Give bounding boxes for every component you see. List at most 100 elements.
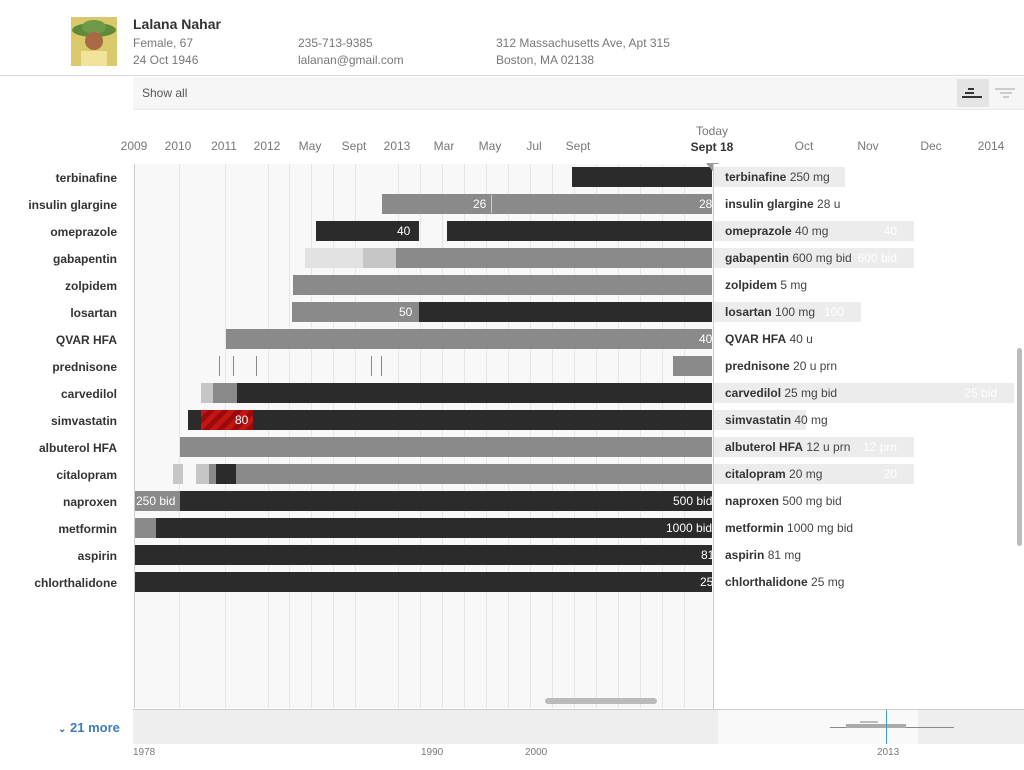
- med-label[interactable]: albuterol HFA: [38, 441, 117, 455]
- more-label: 21 more: [70, 720, 120, 735]
- current-doses-panel: terbinafine 250 mg insulin glargine 28 u…: [713, 164, 1024, 709]
- dose-row[interactable]: insulin glargine 28 u: [714, 195, 840, 214]
- dose-row[interactable]: metformin 1000 mg bid: [714, 519, 853, 538]
- med-bar-chlorthalidone[interactable]: [135, 572, 712, 592]
- med-bar-citalopram[interactable]: [216, 464, 236, 484]
- med-bar-prednisone[interactable]: [673, 356, 712, 376]
- med-label[interactable]: omeprazole: [50, 225, 117, 239]
- axis-label: Jul: [526, 139, 542, 153]
- med-bar-omeprazole[interactable]: [447, 221, 712, 241]
- med-label[interactable]: simvastatin: [50, 414, 117, 428]
- med-bar-naproxen[interactable]: [180, 491, 712, 511]
- sort-by-end-button[interactable]: [990, 79, 1022, 107]
- med-bar-simvastatin-alert[interactable]: [201, 410, 253, 430]
- dose-value: 40 u: [789, 332, 813, 346]
- dose-row[interactable]: losartan 100 mg 100: [714, 303, 850, 322]
- dose-med-name: losartan: [725, 305, 772, 319]
- gridline: [333, 164, 334, 708]
- axis-label: 2011: [211, 139, 237, 153]
- med-bar-simvastatin[interactable]: [253, 410, 712, 430]
- dose-change-marker: [491, 195, 492, 213]
- dose-row[interactable]: QVAR HFA 40 u: [714, 330, 813, 349]
- dose-row[interactable]: chlorthalidone 25 mg: [714, 573, 844, 592]
- dose-med-name: gabapentin: [725, 251, 790, 265]
- med-bar-gabapentin[interactable]: [363, 248, 396, 268]
- med-bar-carvedilol[interactable]: [201, 383, 213, 403]
- med-bar-simvastatin[interactable]: [188, 410, 201, 430]
- med-bar-metformin[interactable]: [156, 518, 712, 538]
- dose-med-name: prednisone: [725, 359, 790, 373]
- med-bar-omeprazole[interactable]: [316, 221, 419, 241]
- med-label[interactable]: carvedilol: [60, 387, 117, 401]
- med-bar-carvedilol[interactable]: [213, 383, 237, 403]
- axis-label: May: [298, 139, 322, 153]
- prev-dose-ghost: 12 prn: [862, 440, 897, 454]
- patient-name: Lalana Nahar: [133, 16, 221, 32]
- med-label[interactable]: losartan: [70, 306, 117, 320]
- med-label[interactable]: terbinafine: [55, 171, 117, 185]
- gridline: [311, 164, 312, 708]
- med-bar-aspirin[interactable]: [135, 545, 712, 565]
- med-label[interactable]: citalopram: [56, 468, 117, 482]
- dose-row[interactable]: terbinafine 250 mg: [714, 168, 830, 187]
- med-bar-citalopram[interactable]: [173, 464, 183, 484]
- med-bar-losartan[interactable]: [419, 302, 712, 322]
- dose-med-name: aspirin: [725, 548, 765, 562]
- dose-row[interactable]: prednisone 20 u prn: [714, 357, 837, 376]
- med-bar-citalopram[interactable]: [209, 464, 216, 484]
- med-bar-losartan[interactable]: [292, 302, 419, 322]
- dose-row[interactable]: gabapentin 600 mg bid 600 bid: [714, 249, 903, 268]
- dose-value: 100 mg: [775, 305, 816, 319]
- med-label[interactable]: gabapentin: [52, 252, 117, 266]
- dose-row[interactable]: omeprazole 40 mg 40: [714, 222, 903, 241]
- med-label[interactable]: chlorthalidone: [34, 576, 117, 590]
- dose-row[interactable]: simvastatin 40 mg: [714, 411, 828, 430]
- med-label[interactable]: naproxen: [62, 495, 117, 509]
- med-bar-citalopram[interactable]: [196, 464, 209, 484]
- panel-scrollbar[interactable]: [1017, 348, 1022, 546]
- med-bar-qvar-hfa[interactable]: [226, 329, 712, 349]
- med-bar-zolpidem[interactable]: [293, 275, 712, 295]
- dose-value: 500 mg bid: [782, 494, 842, 508]
- med-bar-albuterol-hfa[interactable]: [180, 437, 712, 457]
- patient-phone: 235-713-9385: [298, 36, 373, 50]
- bar-dose-label: 250 bid: [136, 494, 176, 508]
- gridline: [662, 164, 663, 708]
- dose-row[interactable]: naproxen 500 mg bid: [714, 492, 842, 511]
- med-label[interactable]: prednisone: [52, 360, 117, 374]
- dose-row[interactable]: albuterol HFA 12 u prn 12 prn: [714, 438, 903, 457]
- bar-dose-label: 28: [699, 197, 713, 211]
- dose-row[interactable]: aspirin 81 mg: [714, 546, 801, 565]
- dose-row[interactable]: zolpidem 5 mg: [714, 276, 807, 295]
- med-label[interactable]: aspirin: [77, 549, 117, 563]
- gridline: [268, 164, 269, 708]
- dose-med-name: insulin glargine: [725, 197, 814, 211]
- timeline-overview[interactable]: [133, 709, 1024, 744]
- bar-dose-label: 25: [700, 575, 714, 589]
- overview-sparkline: [846, 724, 906, 728]
- show-all-filter[interactable]: Show all: [142, 86, 188, 100]
- dose-value: 81 mg: [767, 548, 802, 562]
- sort-end-icon: [995, 88, 1015, 98]
- timeline-scrollbar[interactable]: [545, 698, 657, 704]
- med-label[interactable]: metformin: [58, 522, 117, 536]
- med-bar-carvedilol[interactable]: [237, 383, 712, 403]
- med-label[interactable]: insulin glargine: [28, 198, 117, 212]
- med-bar-terbinafine[interactable]: [572, 167, 712, 187]
- med-bar-naproxen[interactable]: [135, 491, 180, 511]
- med-bar-gabapentin[interactable]: [305, 248, 363, 268]
- prev-dose-ghost: 20: [883, 467, 897, 481]
- med-bar-metformin[interactable]: [135, 518, 156, 538]
- med-bar-gabapentin[interactable]: [396, 248, 712, 268]
- med-bar-citalopram[interactable]: [236, 464, 712, 484]
- sort-by-start-button[interactable]: [957, 79, 989, 107]
- gridline: [508, 164, 509, 708]
- med-bar-insulin-glargine[interactable]: [382, 194, 712, 214]
- med-label[interactable]: QVAR HFA: [55, 333, 117, 347]
- dose-row[interactable]: citalopram 20 mg 20: [714, 465, 903, 484]
- med-label[interactable]: zolpidem: [64, 279, 117, 293]
- dose-row[interactable]: carvedilol 25 mg bid 25 bid: [714, 384, 1003, 403]
- gridline: [618, 164, 619, 708]
- timeline-chart[interactable]: [134, 164, 714, 708]
- show-more-link[interactable]: ⌄ 21 more: [58, 720, 120, 735]
